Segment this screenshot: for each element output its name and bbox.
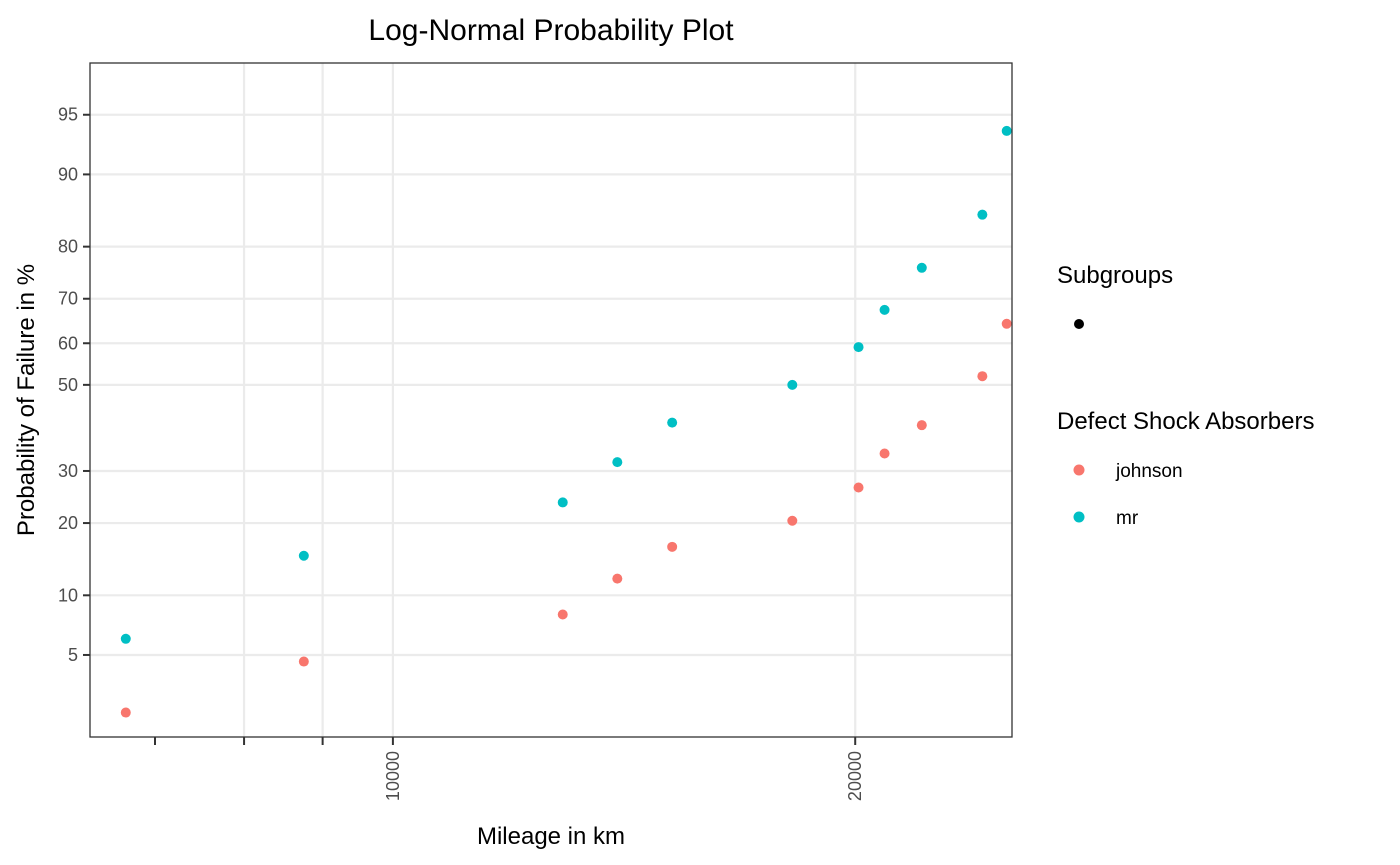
y-tick-label: 60 xyxy=(58,333,78,353)
y-tick-label: 30 xyxy=(58,461,78,481)
data-point-mr xyxy=(977,209,988,220)
legend-label-johnson: johnson xyxy=(1115,461,1183,482)
legend-key-johnson xyxy=(1073,464,1085,476)
legend-label-mr: mr xyxy=(1116,508,1139,529)
grid xyxy=(90,63,1012,737)
data-point-johnson xyxy=(612,573,623,584)
data-point-mr xyxy=(120,633,131,644)
y-tick-label: 10 xyxy=(58,585,78,605)
data-point-mr xyxy=(667,417,678,428)
data-point-johnson xyxy=(120,707,131,718)
data-point-johnson xyxy=(787,515,798,526)
y-tick-label: 20 xyxy=(58,513,78,533)
y-tick-label: 80 xyxy=(58,237,78,257)
data-point-mr xyxy=(787,379,798,390)
data-point-johnson xyxy=(879,448,890,459)
data-points xyxy=(120,125,1012,718)
legend-key-mr xyxy=(1073,511,1085,523)
data-point-johnson xyxy=(916,420,927,431)
panel-border xyxy=(89,62,1013,738)
data-point-johnson xyxy=(1001,318,1012,329)
data-point-johnson xyxy=(977,371,988,382)
data-point-mr xyxy=(853,342,864,353)
y-tick-label: 90 xyxy=(58,164,78,184)
data-point-johnson xyxy=(853,482,864,493)
axis-ticks: 5 10 20 30 50 60 70 80 90 95 10000 20000 xyxy=(58,105,865,801)
y-tick-label: 70 xyxy=(58,289,78,309)
y-tick-label: 50 xyxy=(58,375,78,395)
data-point-mr xyxy=(879,304,890,315)
data-point-johnson xyxy=(667,541,678,552)
data-point-mr xyxy=(612,457,623,468)
data-point-mr xyxy=(916,262,927,273)
data-point-mr xyxy=(298,550,309,561)
y-tick-label: 95 xyxy=(58,105,78,125)
legend-title-defect-shock-absorbers: Defect Shock Absorbers xyxy=(1057,408,1314,435)
chart-title: Log-Normal Probability Plot xyxy=(368,14,734,47)
y-tick-label: 5 xyxy=(68,645,78,665)
data-point-mr xyxy=(1001,125,1012,136)
data-point-mr xyxy=(557,497,568,508)
y-axis-title: Probability of Failure in % xyxy=(13,264,40,536)
legend: Subgroups Defect Shock Absorbers johnson mr xyxy=(1057,262,1314,529)
data-point-johnson xyxy=(557,609,568,620)
x-tick-label: 10000 xyxy=(383,751,403,801)
data-point-johnson xyxy=(298,656,309,667)
legend-key-subgroup xyxy=(1074,319,1084,329)
x-tick-label: 20000 xyxy=(845,751,865,801)
x-axis-title: Mileage in km xyxy=(477,823,625,850)
legend-title-subgroups: Subgroups xyxy=(1057,262,1173,289)
